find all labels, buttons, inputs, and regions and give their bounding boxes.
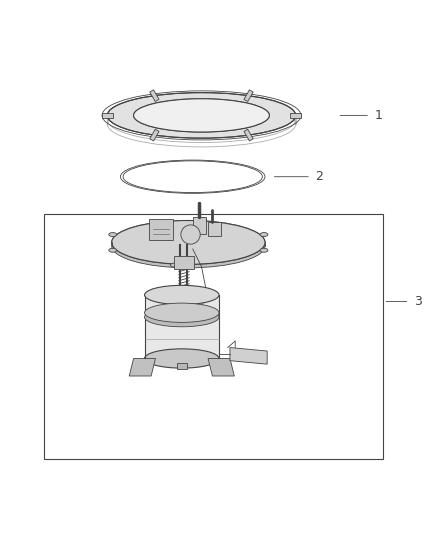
Ellipse shape [112, 221, 265, 264]
Ellipse shape [134, 99, 269, 132]
Ellipse shape [260, 248, 268, 252]
Text: 2: 2 [315, 170, 323, 183]
Polygon shape [244, 130, 253, 141]
Ellipse shape [198, 218, 206, 222]
FancyBboxPatch shape [174, 256, 194, 269]
Ellipse shape [109, 248, 117, 252]
Ellipse shape [145, 303, 219, 322]
Text: 3: 3 [414, 295, 422, 308]
Polygon shape [129, 359, 155, 376]
Polygon shape [230, 348, 267, 364]
Ellipse shape [145, 308, 219, 327]
FancyBboxPatch shape [193, 217, 206, 233]
Polygon shape [150, 90, 159, 101]
Polygon shape [102, 113, 113, 118]
Ellipse shape [112, 221, 265, 264]
FancyBboxPatch shape [177, 363, 187, 369]
Polygon shape [208, 359, 234, 376]
Ellipse shape [107, 93, 296, 138]
Ellipse shape [112, 224, 265, 268]
FancyBboxPatch shape [208, 222, 221, 236]
Ellipse shape [145, 349, 219, 368]
Ellipse shape [145, 285, 219, 304]
Polygon shape [244, 90, 253, 101]
Ellipse shape [170, 263, 178, 267]
Bar [44, 214, 383, 459]
Polygon shape [290, 113, 301, 118]
Ellipse shape [134, 99, 269, 132]
Text: 1: 1 [374, 109, 382, 122]
Polygon shape [150, 130, 159, 141]
Polygon shape [145, 295, 219, 359]
Ellipse shape [260, 232, 268, 237]
Circle shape [181, 225, 200, 244]
FancyBboxPatch shape [149, 219, 173, 240]
Ellipse shape [109, 232, 117, 237]
